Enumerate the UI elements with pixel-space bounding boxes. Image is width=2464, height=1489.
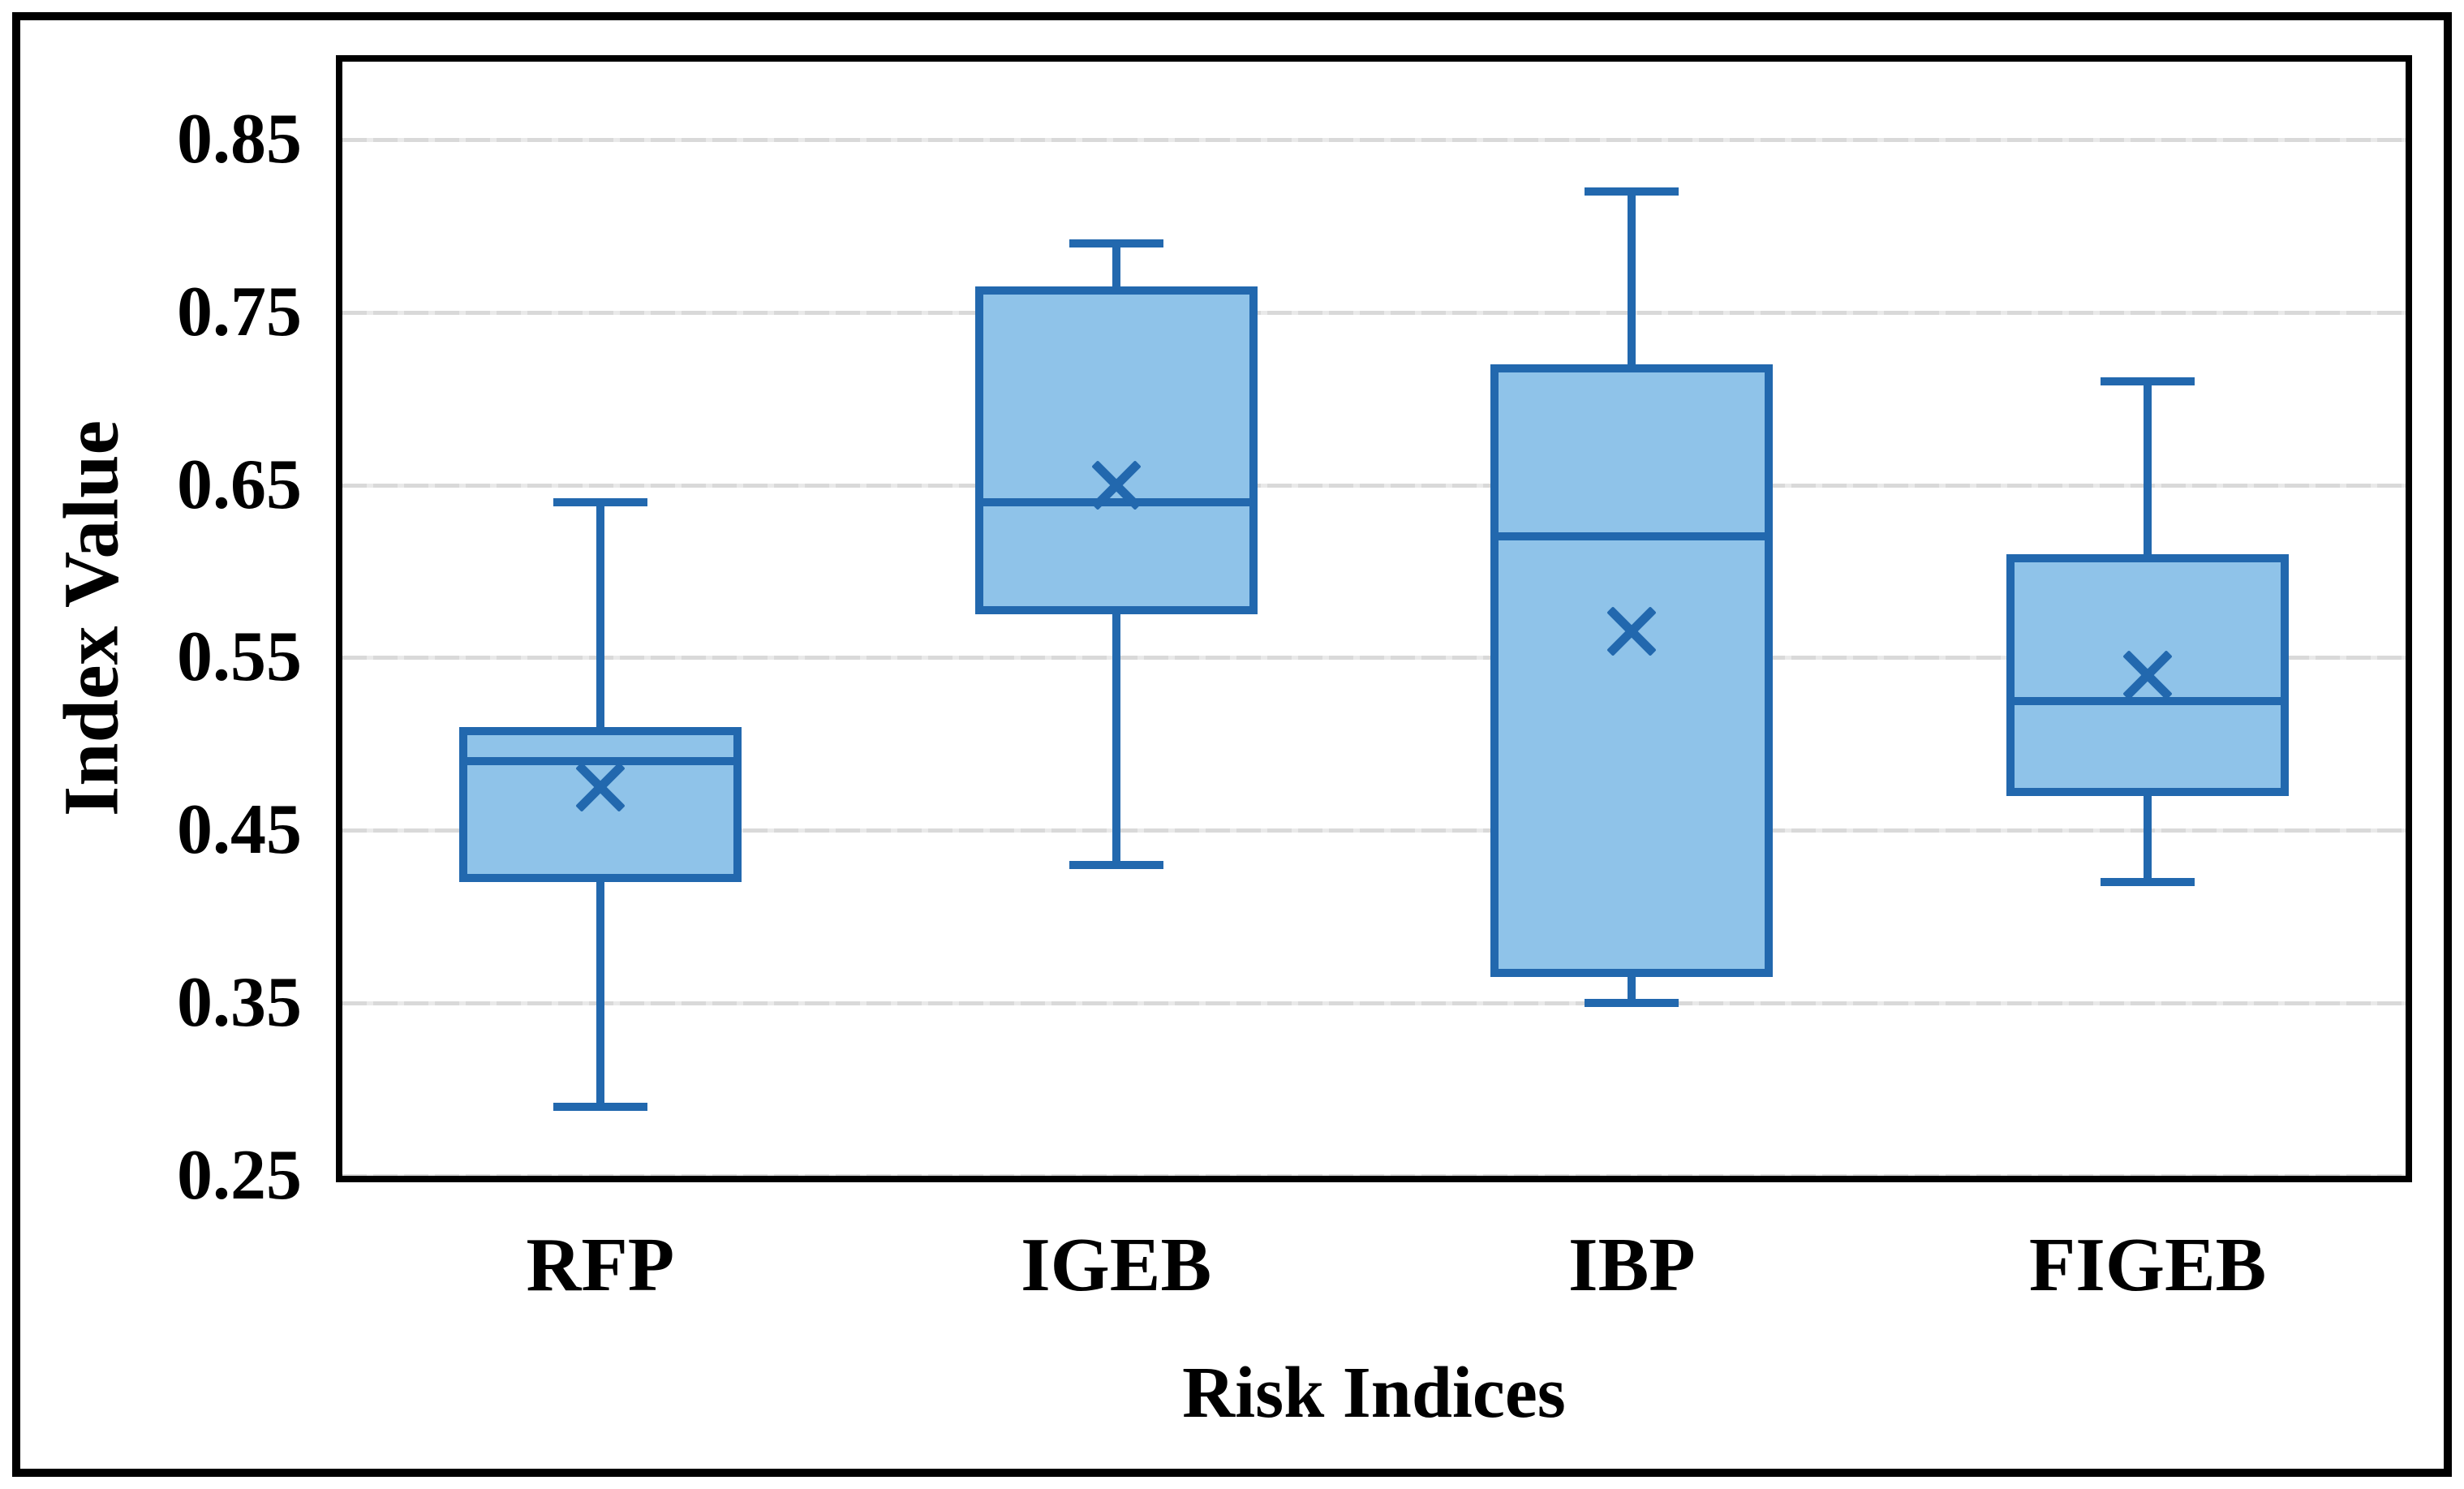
iqr-box-IGEB: [974, 286, 1258, 615]
gridline-0.35: [342, 1001, 2406, 1006]
upper-whisker-line-RFP: [596, 501, 604, 727]
y-tick-label-0.25: 0.25: [177, 1136, 302, 1215]
y-tick-label-0.75: 0.75: [177, 272, 302, 351]
lower-whisker-cap-FIGEB: [2101, 878, 2195, 887]
median-line-IGEB: [974, 497, 1258, 506]
y-axis-title: Index Value: [47, 420, 135, 817]
lower-whisker-cap-RFP: [553, 1102, 647, 1111]
lower-whisker-line-IBP: [1628, 977, 1636, 1004]
gridline-0.85: [342, 137, 2406, 142]
gridline-0.45: [342, 828, 2406, 833]
upper-whisker-cap-RFP: [553, 497, 647, 506]
upper-whisker-cap-IBP: [1585, 187, 1679, 196]
y-tick-label-0.35: 0.35: [177, 963, 302, 1043]
upper-whisker-line-IBP: [1628, 191, 1636, 364]
median-line-RFP: [458, 757, 742, 766]
lower-whisker-line-IGEB: [1112, 614, 1120, 865]
x-category-label-FIGEB: FIGEB: [2028, 1223, 2267, 1307]
gridline-0.75: [342, 310, 2406, 315]
y-tick-label-0.45: 0.45: [177, 790, 302, 870]
gridline-0.25: [342, 1174, 2406, 1178]
gridline-0.65: [342, 483, 2406, 488]
upper-whisker-cap-IGEB: [1069, 239, 1163, 247]
upper-whisker-line-IGEB: [1112, 243, 1120, 286]
lower-whisker-cap-IGEB: [1069, 860, 1163, 869]
iqr-box-RFP: [458, 726, 742, 883]
mean-x-marker-RFP: [575, 762, 626, 812]
mean-x-marker-FIGEB: [2122, 649, 2173, 700]
upper-whisker-line-FIGEB: [2144, 381, 2152, 554]
upper-whisker-cap-FIGEB: [2101, 377, 2195, 385]
y-tick-label-0.85: 0.85: [177, 99, 302, 179]
lower-whisker-cap-IBP: [1585, 999, 1679, 1008]
x-category-label-IBP: IBP: [1568, 1223, 1696, 1307]
mean-x-marker-IBP: [1606, 606, 1658, 657]
mean-x-marker-IGEB: [1090, 459, 1142, 510]
x-axis-title: Risk Indices: [1182, 1353, 1566, 1433]
iqr-box-IBP: [1490, 364, 1774, 978]
median-line-IBP: [1490, 532, 1774, 541]
plot-area: [342, 62, 2406, 1178]
lower-whisker-line-RFP: [596, 882, 604, 1107]
x-category-label-RFP: RFP: [526, 1223, 675, 1307]
gridline-0.55: [342, 656, 2406, 661]
median-line-FIGEB: [2006, 696, 2290, 705]
x-category-label-IGEB: IGEB: [1021, 1223, 1212, 1307]
y-tick-label-0.65: 0.65: [177, 445, 302, 524]
lower-whisker-line-FIGEB: [2144, 795, 2152, 883]
y-tick-label-0.55: 0.55: [177, 618, 302, 697]
